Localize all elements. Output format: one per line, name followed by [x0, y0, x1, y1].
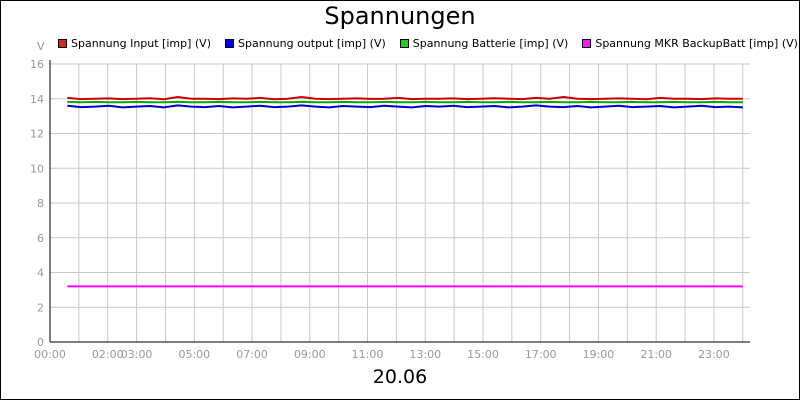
- y-tick-label: 10: [30, 162, 44, 175]
- legend-item-batterie: Spannung Batterie [imp] (V): [399, 37, 569, 50]
- x-tick-label: 09:00: [294, 348, 326, 361]
- chart-title: Spannungen: [324, 2, 476, 30]
- y-tick-label: 6: [37, 232, 44, 245]
- x-tick-label: 03:00: [121, 348, 153, 361]
- y-axis-label: V: [37, 40, 45, 53]
- legend-label-batterie: Spannung Batterie [imp] (V): [412, 37, 569, 50]
- legend-item-backupbatt: Spannung MKR BackupBatt [imp] (V): [582, 37, 798, 50]
- legend-label-output: Spannung output [imp] (V): [238, 37, 386, 50]
- x-tick-label: 15:00: [467, 348, 499, 361]
- axes: [49, 60, 750, 343]
- y-tick-label: 0: [37, 336, 44, 349]
- y-tick-label: 14: [30, 93, 44, 106]
- legend-swatch-backupbatt: [582, 39, 592, 48]
- x-tick-label: 21:00: [640, 348, 672, 361]
- legend-item-input: Spannung Input [imp] (V): [58, 37, 211, 50]
- x-axis-date-label: 20.06: [372, 366, 428, 388]
- x-tick-label: 05:00: [178, 348, 210, 361]
- x-tick-label: 17:00: [525, 348, 557, 361]
- y-tick-label: 2: [37, 301, 44, 314]
- legend-swatch-batterie: [399, 39, 409, 48]
- legend-swatch-input: [58, 39, 67, 48]
- chart-legend: Spannung Input [imp] (V) Spannung output…: [58, 37, 798, 50]
- series-line-0: [67, 95, 743, 101]
- series-line-1: [67, 104, 743, 109]
- x-tick-label: 13:00: [409, 348, 441, 361]
- series-lines: [67, 95, 743, 288]
- x-tick-label: 02:00: [92, 348, 124, 361]
- y-tick-labels: 0 2 4 6 8 10 12 14 16: [30, 58, 44, 349]
- legend-label-backupbatt: Spannung MKR BackupBatt [imp] (V): [595, 37, 798, 50]
- x-tick-label: 19:00: [583, 348, 615, 361]
- legend-item-output: Spannung output [imp] (V): [225, 37, 386, 50]
- legend-label-input: Spannung Input [imp] (V): [71, 37, 211, 50]
- x-tick-label: 23:00: [698, 348, 730, 361]
- x-tick-label: 00:00: [34, 348, 66, 361]
- x-tick-label: 11:00: [352, 348, 384, 361]
- y-tick-label: 12: [30, 128, 44, 141]
- x-tick-label: 07:00: [236, 348, 268, 361]
- y-tick-label: 4: [37, 267, 44, 280]
- legend-swatch-output: [225, 39, 234, 48]
- y-tick-label: 16: [30, 58, 44, 71]
- y-tick-label: 8: [37, 197, 44, 210]
